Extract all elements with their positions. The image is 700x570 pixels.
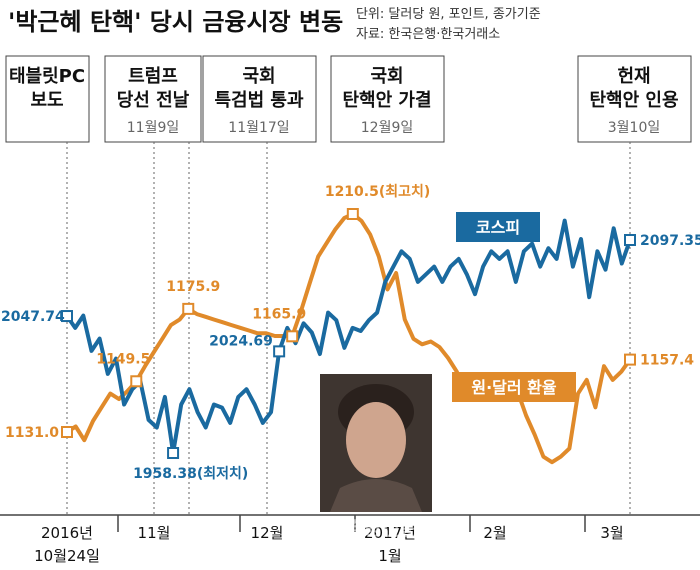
event-tablet-line1: 태블릿PC: [9, 66, 85, 87]
event-box-special-counsel: [202, 55, 317, 143]
event-impeachment-vote-line1: 국회: [370, 66, 403, 87]
fx-marker: [624, 353, 636, 366]
photo-face: [346, 402, 406, 478]
event-boxes: 태블릿PC 보도 트럼프 당선 전날 11월9일 국회 특검법 통과 11월17…: [5, 55, 692, 143]
x-tick-label: 12월: [251, 524, 284, 542]
kospi-legend-label: 코스피: [476, 218, 520, 237]
kospi-legend-box: [456, 212, 540, 242]
source-note: 자료: 한국은행·한국거래소: [356, 26, 500, 42]
event-trump-line1: 트럼프: [128, 66, 178, 87]
x-tick-label: 2월: [483, 524, 506, 542]
fx-marker: [286, 330, 299, 343]
x-tick-sublabel: 1월: [378, 547, 401, 565]
unit-note: 단위: 달러당 원, 포인트, 종가기준: [356, 7, 541, 22]
kospi-value-label: 2024.69: [209, 333, 273, 349]
event-special-counsel-line1: 국회: [242, 66, 275, 87]
x-tick-label: 11월: [138, 524, 171, 542]
event-guides: [66, 142, 631, 515]
fx-value-label: 1157.4: [640, 353, 694, 369]
chart-title: '박근혜 탄핵' 당시 금융시장 변동: [8, 8, 343, 36]
fx-value-label: 1210.5(최고치): [325, 184, 430, 200]
event-impeachment-vote-date: 12월9일: [361, 120, 413, 136]
event-court-ruling-line1: 헌재: [617, 66, 650, 87]
kospi-marker: [273, 345, 286, 358]
event-box-court-ruling: [577, 55, 692, 143]
kospi-value-label: 1958.38(최저치): [133, 466, 248, 482]
event-court-ruling-date: 3월10일: [608, 120, 660, 136]
portrait-photo: [320, 374, 432, 512]
event-impeachment-vote-line2: 탄핵안 가결: [342, 90, 431, 111]
x-axis: 2016년 10월24일 11월 12월 2017년 1월 2월 3월: [34, 515, 624, 565]
event-special-counsel-date: 11월17일: [228, 120, 289, 136]
fx-legend-label: 원·달러 환율: [471, 378, 557, 397]
x-tick-sublabel: 10월24일: [34, 547, 100, 565]
event-trump-date: 11월9일: [127, 120, 179, 136]
event-box-tablet: [5, 55, 90, 143]
event-tablet-line2: 보도: [30, 90, 63, 111]
fx-marker: [61, 426, 73, 438]
event-trump-line2: 당선 전날: [117, 90, 190, 111]
kospi-series-line: [65, 218, 632, 455]
event-court-ruling-line2: 탄핵안 인용: [589, 90, 678, 111]
event-box-trump: [104, 55, 202, 143]
fx-value-label: 1165.9: [252, 306, 306, 322]
kospi-marker: [61, 310, 73, 323]
labels-layer: 1131.0 1149.5 1175.9 1165.9 1210.5(최고치) 1157.…: [1, 184, 700, 482]
fx-legend-box: [452, 372, 576, 402]
fx-marker: [182, 302, 195, 315]
kospi-value-label: 2097.35: [640, 233, 700, 249]
fx-marker: [346, 208, 359, 220]
event-special-counsel-line2: 특검법 통과: [214, 90, 304, 111]
watermark: 경향신문: [345, 516, 419, 540]
photo-shoulders: [330, 479, 422, 512]
fx-value-label: 1175.9: [166, 279, 220, 295]
fx-value-label: 1131.0: [5, 425, 59, 441]
kospi-marker: [624, 234, 636, 246]
event-box-impeachment-vote: [330, 55, 445, 143]
x-tick-label: 2017년: [364, 524, 416, 542]
kospi-marker: [167, 447, 180, 459]
fx-value-label: 1149.5: [96, 351, 150, 367]
x-tick-label: 3월: [600, 524, 623, 542]
x-tick-label: 2016년: [41, 524, 93, 542]
kospi-value-label: 2047.74: [1, 309, 65, 325]
fx-marker: [130, 375, 143, 388]
